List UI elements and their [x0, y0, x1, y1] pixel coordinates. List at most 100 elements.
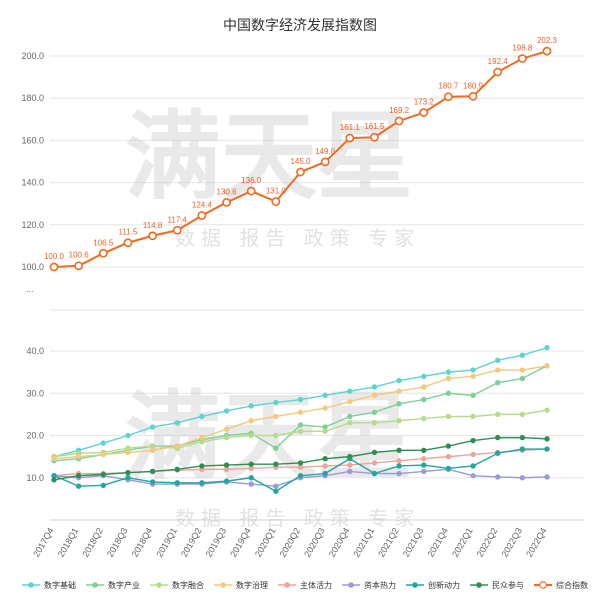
data-point-主体活力	[421, 456, 427, 462]
data-point-主体活力	[470, 451, 476, 458]
data-point-数字融合	[297, 428, 304, 434]
data-point-民众参与	[495, 434, 501, 441]
data-point-创新动力	[445, 465, 452, 472]
data-point-数字治理	[100, 451, 107, 458]
legend-marker-数字治理	[220, 582, 226, 588]
legend-label-主体活力: 主体活力	[300, 580, 332, 590]
data-point-数字基础	[223, 408, 230, 414]
data-point-创新动力	[297, 472, 304, 479]
x-axis-ticks: 2017Q4 2018Q1 2018Q2 2018Q3 2018Q4 2019Q1 2019…	[31, 526, 549, 559]
x-tick-label: 2019Q3	[204, 526, 229, 559]
data-point-民众参与	[322, 456, 328, 462]
legend-marker-民众参与	[476, 582, 482, 588]
y-tick-label-lower: 10.0	[26, 473, 44, 483]
data-label: 130.6	[217, 187, 238, 196]
data-label: 114.8	[143, 221, 163, 230]
gridlines	[50, 55, 585, 521]
data-point-数字治理	[371, 392, 378, 399]
data-point-综合指数	[320, 157, 330, 167]
data-point-数字融合	[421, 415, 427, 422]
legend-marker-资本热力	[348, 582, 354, 588]
data-point-综合指数	[222, 198, 231, 207]
legend-marker-数字融合	[156, 582, 162, 588]
x-tick-label: 2022Q2	[475, 526, 500, 559]
data-point-数字基础	[347, 388, 353, 394]
data-point-创新动力	[371, 470, 378, 477]
data-point-民众参与	[51, 477, 57, 483]
data-point-数字融合	[347, 420, 353, 426]
data-point-民众参与	[396, 447, 402, 453]
data-point-数字治理	[199, 434, 205, 441]
data-point-数字产业	[470, 392, 476, 399]
data-point-数字治理	[322, 405, 328, 411]
data-point-数字治理	[470, 373, 476, 380]
data-label: 180.7	[438, 82, 459, 91]
y-tick-label-upper: 180.0	[21, 93, 44, 103]
x-tick-label: 2020Q1	[253, 526, 278, 559]
x-tick-label: 2020Q2	[278, 526, 303, 559]
data-point-数字治理	[75, 453, 82, 460]
data-point-数字产业	[273, 445, 279, 451]
y-tick-label-upper: 120.0	[21, 220, 44, 230]
data-point-创新动力	[273, 488, 279, 494]
data-point-创新动力	[495, 450, 501, 456]
data-point-数字治理	[544, 363, 550, 369]
data-point-综合指数	[468, 91, 478, 101]
data-point-数字治理	[495, 367, 501, 373]
data-point-创新动力	[544, 446, 550, 452]
data-point-数字基础	[125, 432, 131, 439]
data-point-民众参与	[174, 466, 180, 472]
data-label: 192.4	[488, 57, 509, 66]
y-axis-ticks: 100.0 120.0 140.0 160.0 180.0 200.0... 10.0 20.…	[21, 51, 44, 483]
data-point-数字基础	[100, 440, 107, 446]
x-tick-label: 2022Q4	[524, 526, 549, 559]
data-point-综合指数	[49, 262, 59, 272]
data-point-创新动力	[248, 475, 254, 481]
x-tick-label: 2018Q4	[130, 526, 155, 559]
legend-label-数字产业: 数字产业	[108, 580, 140, 590]
data-point-综合指数	[148, 231, 157, 241]
data-point-数字基础	[248, 403, 254, 409]
data-point-数字产业	[371, 409, 378, 415]
data-label: 145.0	[290, 157, 311, 166]
data-point-资本热力	[470, 472, 476, 479]
data-point-数字产业	[347, 413, 353, 420]
data-point-创新动力	[75, 483, 82, 489]
data-point-民众参与	[421, 447, 427, 453]
data-point-资本热力	[248, 481, 254, 487]
data-point-综合指数	[98, 248, 108, 258]
data-point-数字融合	[396, 418, 402, 424]
data-point-主体活力	[322, 463, 328, 469]
data-point-综合指数	[443, 92, 453, 102]
data-point-民众参与	[371, 449, 378, 456]
x-tick-label: 2021Q2	[376, 526, 401, 559]
legend-label-综合指数: 综合指数	[556, 580, 588, 590]
data-point-综合指数	[197, 211, 207, 220]
data-point-数字治理	[297, 409, 304, 415]
data-point-主体活力	[396, 458, 402, 464]
data-point-综合指数	[542, 46, 552, 56]
data-point-资本热力	[544, 474, 550, 480]
data-point-主体活力	[445, 453, 452, 460]
legend-label-民众参与: 民众参与	[492, 580, 524, 590]
data-point-数字基础	[297, 396, 304, 403]
axis-break-label: ...	[26, 284, 34, 294]
data-point-民众参与	[347, 453, 353, 460]
y-tick-label-upper: 200.0	[21, 51, 44, 61]
watermark-main-upper: 满天星	[125, 101, 413, 213]
data-point-数字治理	[125, 449, 131, 456]
data-label: 131.0	[266, 187, 287, 196]
data-point-资本热力	[396, 470, 402, 477]
data-label: 173.2	[414, 98, 435, 107]
legend-label-数字治理: 数字治理	[236, 580, 268, 590]
series-points	[49, 46, 552, 494]
legend-label-资本热力: 资本热力	[364, 580, 396, 590]
data-point-民众参与	[519, 434, 526, 441]
legend-label-数字基础: 数字基础	[44, 580, 76, 590]
data-point-创新动力	[199, 480, 205, 486]
data-label: 111.5	[119, 228, 138, 237]
watermark-sub-lower: 数据 报告 政策 专家	[175, 506, 420, 530]
